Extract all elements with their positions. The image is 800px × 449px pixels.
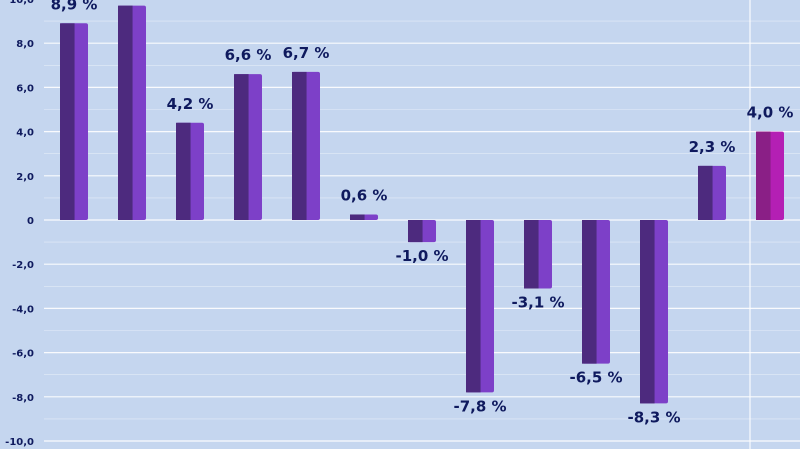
data-labels: 8,9 % 4,2 % 6,6 % 6,7 % 0,6 % -1,0 % -7,8 % -3,… (51, 0, 794, 426)
data-label: -6,5 % (569, 369, 622, 387)
data-label: 4,2 % (167, 95, 214, 113)
y-tick-label: -2,0 (12, 260, 34, 271)
data-label: 6,6 % (225, 46, 272, 64)
bar-body (582, 220, 597, 364)
bar (640, 220, 668, 404)
bar-body (756, 131, 771, 220)
bar (60, 23, 88, 221)
y-axis-ticks: -10,0 -8,0 -6,0 -4,0 -2,0 0 2,0 4,0 6,0 8,0 10,0 (5, 0, 34, 448)
bar (118, 5, 146, 220)
bar-body (698, 165, 713, 220)
y-tick-label: 0 (27, 216, 34, 227)
bar (524, 220, 552, 289)
y-tick-label: -10,0 (5, 437, 34, 448)
bar (408, 220, 436, 243)
bars (60, 5, 784, 404)
bar (176, 122, 204, 220)
y-tick-label: 10,0 (9, 0, 34, 6)
bar (350, 214, 378, 220)
data-label: -1,0 % (395, 247, 448, 265)
data-label: 6,7 % (283, 44, 330, 62)
bar (234, 74, 262, 220)
y-tick-label: -6,0 (12, 349, 34, 360)
data-label: -3,1 % (511, 294, 564, 312)
bar-body (640, 220, 655, 404)
y-tick-label: 4,0 (16, 128, 34, 139)
bar (698, 165, 726, 220)
bar-body (408, 220, 423, 243)
bar (466, 220, 494, 393)
data-label: 2,3 % (689, 138, 736, 156)
bar-body (524, 220, 539, 289)
bar-body (176, 122, 191, 220)
y-tick-label: 6,0 (16, 83, 34, 94)
data-label: 4,0 % (747, 104, 794, 122)
y-tick-label: 2,0 (16, 172, 34, 183)
y-tick-label: -4,0 (12, 304, 34, 315)
bar (582, 220, 610, 364)
data-label: -7,8 % (453, 397, 506, 415)
bar-body (350, 214, 365, 220)
bar-body (118, 5, 133, 220)
y-tick-label: 8,0 (16, 39, 34, 50)
bar-body (466, 220, 481, 393)
data-label: 0,6 % (341, 186, 388, 204)
bar-body (60, 23, 75, 221)
bar (292, 71, 320, 221)
y-tick-label: -8,0 (12, 393, 34, 404)
data-label: 8,9 % (51, 0, 98, 13)
bar-body (234, 74, 249, 220)
bar (756, 131, 784, 220)
data-label: -8,3 % (627, 408, 680, 426)
bar-body (292, 71, 307, 221)
